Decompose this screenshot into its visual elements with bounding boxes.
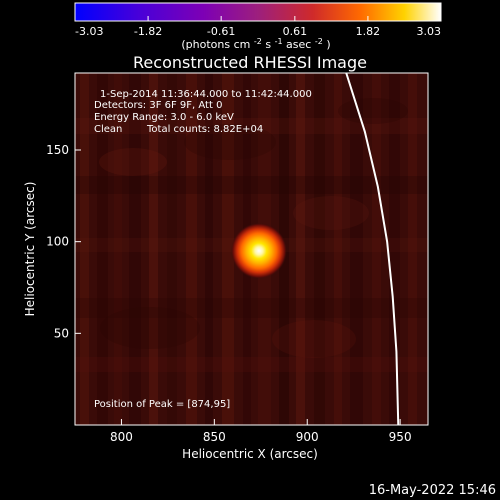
y-axis-tick-label: 50 (54, 326, 69, 340)
x-axis-ticks: 800 850 900 950 (110, 419, 412, 444)
heatmap-blotch (100, 307, 200, 349)
heatmap-streak (205, 73, 213, 425)
heatmap-streak (372, 73, 381, 425)
solar-limb-line (345, 73, 400, 425)
peak-source (230, 222, 287, 279)
y-axis-label: Heliocentric Y (arcsec) (23, 182, 37, 317)
x-axis-label: Heliocentric X (arcsec) (182, 447, 318, 461)
observation-time-text: 1-Sep-2014 11:36:44.000 to 11:42:44.000 (100, 89, 312, 100)
peak-position-text: Position of Peak = [874,95] (94, 399, 230, 410)
heatmap-blotch (99, 148, 167, 176)
y-axis-tick-label: 150 (46, 143, 69, 157)
heatmap-band (75, 118, 428, 134)
colorbar-units-exp-2: -1 (275, 37, 283, 46)
heatmap-streak (222, 73, 234, 425)
colorbar-ticks: -3.03 -1.82 -0.61 0.61 1.82 3.03 (74, 16, 442, 38)
heatmap-blotch (338, 98, 408, 124)
heatmap-streak (167, 73, 177, 425)
heatmap-streak (389, 73, 400, 425)
colorbar-units-mid: s (265, 38, 271, 51)
colorbar-units-prefix: (photons cm (181, 38, 250, 51)
heatmap-plot (75, 73, 428, 425)
heatmap-streak (408, 73, 417, 425)
plot-frame (74, 72, 429, 426)
clean-label-text: Clean (94, 124, 122, 135)
heatmap-band (75, 176, 428, 194)
heatmap-streak (296, 73, 305, 425)
colorbar-units-exp-1: -2 (254, 37, 262, 46)
heatmap-band (75, 357, 428, 372)
heatmap-band (75, 298, 428, 318)
colorbar-tick-label: -1.82 (134, 25, 162, 38)
colorbar-units-exp-3: -2 (315, 37, 323, 46)
heatmap-blotch (184, 124, 276, 160)
colorbar-units-suffix: ) (326, 38, 330, 51)
heatmap-blotch (293, 196, 369, 230)
x-axis-tick-label: 900 (296, 430, 319, 444)
colorbar-tick-label: 3.03 (417, 25, 442, 38)
chart-title: Reconstructed RHESSI Image (133, 53, 367, 72)
colorbar-tick-label: -0.61 (207, 25, 235, 38)
y-axis-ticks: 50 100 150 (46, 143, 81, 340)
colorbar-units-mid-2: asec (286, 38, 311, 51)
heatmap-streak (97, 73, 108, 425)
heatmap-streak (186, 73, 197, 425)
colorbar-tick-label: 0.61 (283, 25, 308, 38)
colorbar-tick-label: -3.03 (75, 25, 103, 38)
heatmap-streak (334, 73, 342, 425)
colorbar-tick-label: 1.82 (356, 25, 381, 38)
y-axis-tick-label: 100 (46, 235, 69, 249)
colorbar-units: (photons cm -2 s -1 asec -2 ) (181, 37, 330, 52)
x-axis-tick-label: 800 (110, 430, 133, 444)
heatmap-streak (350, 73, 363, 425)
colorbar: -3.03 -1.82 -0.61 0.61 1.82 3.03 (photons cm … (74, 2, 442, 52)
annotation-block: 1-Sep-2014 11:36:44.000 to 11:42:44.000 … (94, 89, 312, 410)
colorbar-gradient (74, 2, 442, 22)
heatmap-streak (114, 73, 122, 425)
detectors-text: Detectors: 3F 6F 9F, Att 0 (94, 100, 222, 111)
x-axis-tick-label: 850 (203, 430, 226, 444)
total-counts-text: Total counts: 8.82E+04 (146, 124, 263, 135)
heatmap-streak (314, 73, 325, 425)
footer-timestamp: 16-May-2022 15:46 (369, 483, 496, 498)
energy-range-text: Energy Range: 3.0 - 6.0 keV (94, 112, 234, 123)
x-axis-tick-label: 950 (389, 430, 412, 444)
heatmap-streak (149, 73, 158, 425)
heatmap-streak (129, 73, 141, 425)
heatmap-streak (80, 73, 89, 425)
heatmap-blotch (272, 320, 356, 358)
